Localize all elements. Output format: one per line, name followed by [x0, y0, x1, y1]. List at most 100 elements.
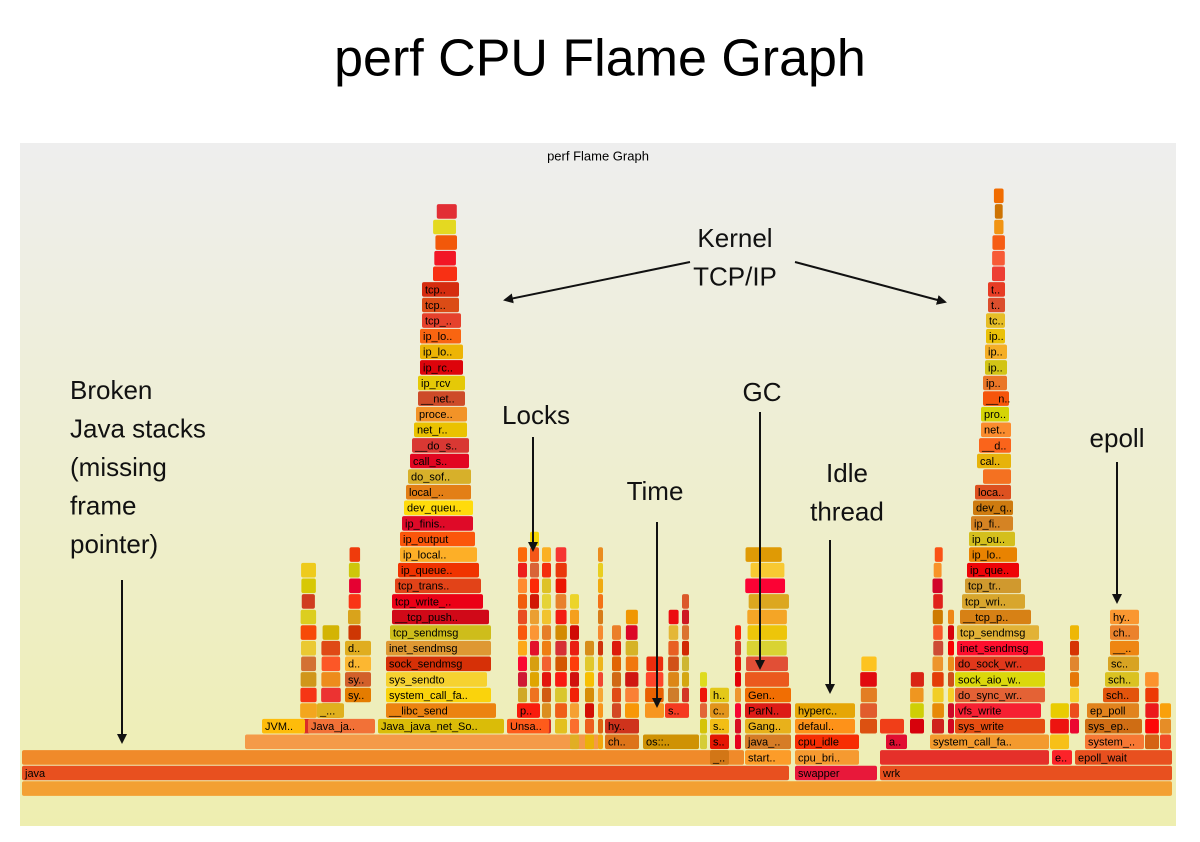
frame	[345, 687, 371, 703]
frame-label: sy..	[348, 674, 364, 686]
annotation-text: GC	[743, 377, 782, 407]
frame	[518, 656, 527, 672]
frame	[955, 703, 1041, 718]
annotation-text: Idle	[826, 458, 868, 488]
frame	[418, 391, 465, 406]
frame-label: t..	[991, 300, 1000, 312]
frame	[735, 734, 741, 750]
frame	[668, 672, 679, 687]
frame	[700, 734, 707, 750]
frame	[969, 547, 1017, 562]
frame	[682, 672, 689, 687]
frame	[1070, 703, 1079, 718]
frame	[301, 594, 315, 609]
frame-label: inet_sendmsg	[389, 643, 458, 655]
frame-label: loca..	[978, 487, 1004, 499]
frame	[555, 718, 567, 734]
frame	[345, 672, 371, 687]
frame-label: __n..	[985, 394, 1010, 406]
frame-label: do_sync_wr..	[958, 690, 1022, 702]
frame-label: Java_java_net_So..	[381, 721, 478, 733]
frame	[530, 531, 539, 547]
frame	[735, 687, 741, 703]
frame-label: ip..	[988, 347, 1003, 359]
frame-label: inet_sendmsg	[960, 643, 1029, 655]
frame	[668, 656, 679, 672]
annotation-text: Kernel	[697, 223, 772, 253]
frame	[612, 625, 621, 640]
frame-label: sys_write	[958, 721, 1004, 733]
frame-label: __tcp_p..	[962, 612, 1008, 624]
frame	[390, 625, 491, 640]
frame-label: a..	[889, 737, 901, 749]
frame	[542, 703, 551, 718]
arrow	[503, 261, 691, 304]
frame-label: ip_output	[403, 534, 448, 546]
annotation-text: Locks	[502, 400, 570, 430]
frame	[517, 703, 540, 718]
frame-label: ip..	[988, 362, 1003, 374]
frame	[386, 640, 491, 656]
frame	[530, 609, 539, 625]
frame	[932, 578, 943, 594]
frame-label: dev_q..	[976, 503, 1012, 515]
frame	[795, 750, 859, 765]
frame	[1145, 672, 1159, 687]
frame	[1052, 750, 1072, 765]
frame-label: ip..	[989, 331, 1004, 343]
frame	[585, 672, 594, 687]
frame	[682, 656, 689, 672]
frame	[735, 625, 741, 640]
frame	[710, 703, 729, 718]
frame	[1070, 687, 1079, 703]
frame	[1070, 718, 1079, 734]
frame-label: local_..	[409, 487, 444, 499]
frame	[392, 594, 483, 609]
frame-label: _...	[319, 706, 335, 718]
annotation-text: TCP/IP	[693, 261, 777, 291]
frame	[981, 422, 1011, 438]
frame	[746, 640, 787, 656]
frame	[860, 687, 877, 703]
frame	[745, 703, 791, 718]
frame	[645, 703, 664, 718]
frame-label: ip_local..	[403, 550, 446, 562]
frame	[386, 687, 491, 703]
frame	[518, 672, 527, 687]
frame	[932, 656, 944, 672]
frame	[880, 765, 1172, 781]
frame	[955, 656, 1045, 672]
frame-label: __d..	[981, 440, 1006, 452]
frame	[433, 219, 456, 235]
frame	[957, 625, 1039, 640]
frame	[322, 625, 340, 640]
frame	[1087, 703, 1139, 718]
frame	[1085, 718, 1142, 734]
frame-label: ip..	[986, 378, 1001, 390]
frame-label: system_call_fa..	[933, 737, 1012, 749]
frame	[348, 594, 361, 609]
annotation-text: Java stacks	[70, 413, 206, 443]
frame	[598, 672, 603, 687]
flame-frames: java swapper wrk start.. cpu_bri.. _.. e.. epol…	[22, 188, 1172, 796]
frame	[416, 406, 467, 422]
frame	[710, 750, 729, 765]
frame	[933, 640, 944, 656]
frame-label: cpu_idle	[798, 737, 839, 749]
frame	[1070, 656, 1079, 672]
frame-label: Unsa..	[510, 721, 542, 733]
annotation-text: thread	[810, 496, 884, 526]
frame	[625, 703, 639, 718]
annotation-text: epoll	[1090, 423, 1145, 453]
frame	[992, 266, 1005, 282]
frame	[625, 609, 638, 625]
frame	[971, 516, 1013, 531]
frame	[555, 594, 567, 609]
frame	[861, 656, 877, 672]
frame	[598, 640, 603, 656]
frame	[518, 547, 527, 562]
frame	[934, 547, 943, 562]
frame	[745, 578, 786, 594]
frame	[932, 609, 943, 625]
frame	[710, 687, 729, 703]
